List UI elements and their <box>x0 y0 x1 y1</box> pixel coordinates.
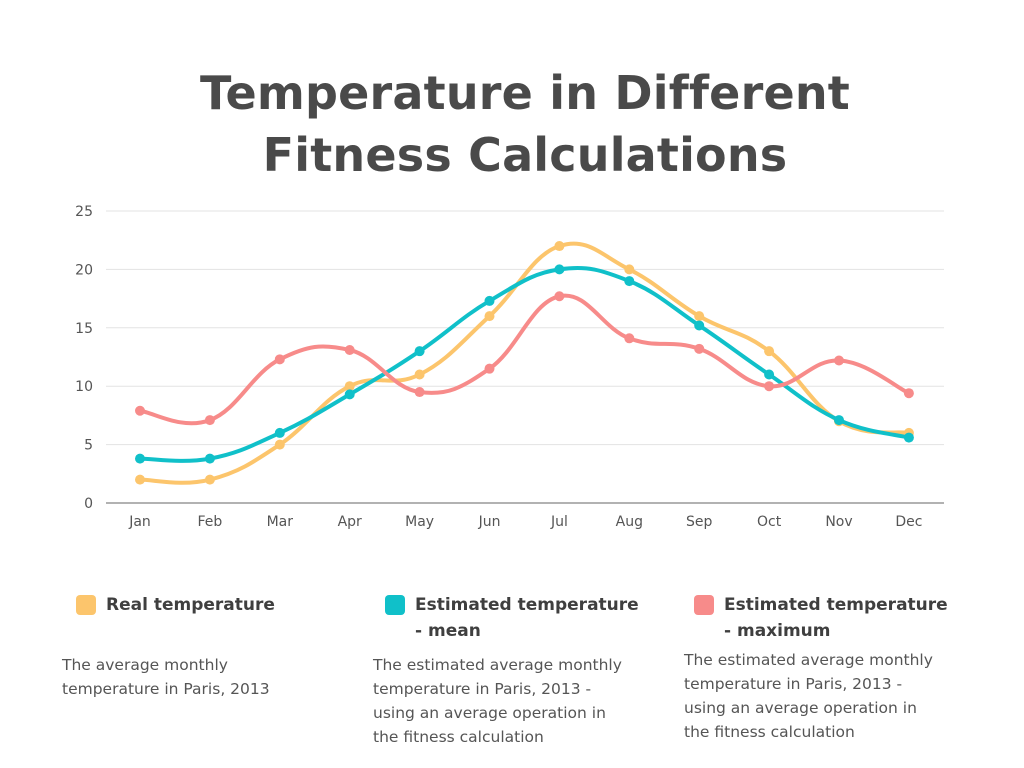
description-line: The estimated average monthly <box>684 651 933 669</box>
legend-label-mean: Estimated temperature - mean <box>415 592 639 644</box>
legend-description-mean: The estimated average monthly temperatur… <box>373 653 663 749</box>
legend-item-real: Real temperature <box>76 592 275 618</box>
data-point-maximum <box>484 363 495 374</box>
x-tick-label: Aug <box>616 514 643 530</box>
x-tick-label: Jun <box>478 514 501 530</box>
y-tick-label: 15 <box>75 321 93 337</box>
legend-label-mean-line-2: - mean <box>415 621 481 641</box>
data-point-mean <box>274 427 285 438</box>
data-point-real <box>135 474 145 485</box>
x-tick-label: Sep <box>686 514 713 530</box>
x-tick-label: Dec <box>895 514 922 530</box>
series-line-maximum <box>138 293 911 426</box>
description-line: The average monthly <box>62 656 228 674</box>
data-point-mean <box>484 295 495 306</box>
x-tick-label: Jul <box>550 514 568 530</box>
x-tick-label: Oct <box>757 514 782 530</box>
data-point-mean <box>764 369 775 380</box>
y-tick-label: 5 <box>84 438 93 454</box>
legend-item-maximum: Estimated temperature - maximum <box>694 592 948 644</box>
data-point-real <box>414 369 425 380</box>
description-line: the fitness calculation <box>684 723 855 741</box>
data-point-maximum <box>694 343 705 354</box>
data-point-mean <box>834 415 844 426</box>
legend-label-maximum-line-1: Estimated temperature <box>724 595 948 615</box>
data-point-real <box>344 381 355 392</box>
x-tick-label: Jan <box>128 514 151 530</box>
legend-label-maximum-line-2: - maximum <box>724 621 831 641</box>
legend-label-mean-line-1: Estimated temperature <box>415 595 639 615</box>
data-point-mean <box>554 264 565 275</box>
description-line: temperature in Paris, 2013 - <box>373 680 592 698</box>
y-tick-label: 25 <box>75 204 93 220</box>
legend-item-mean: Estimated temperature - mean <box>385 592 639 644</box>
legend-label-real-line-1: Real temperature <box>106 595 275 615</box>
x-tick-label: Mar <box>267 514 294 530</box>
data-point-real <box>624 264 635 275</box>
data-point-mean <box>344 389 355 400</box>
chart-title: Temperature in Different Fitness Calcula… <box>0 62 1024 186</box>
data-point-maximum <box>834 355 844 366</box>
y-tick-label: 20 <box>75 262 93 278</box>
data-point-mean <box>204 453 215 464</box>
line-chart: 0 5 10 15 20 25 Jan Feb Mar Apr May Jun Jul Aug Sep Oct… <box>75 204 944 530</box>
data-point-maximum <box>344 344 355 355</box>
description-line: temperature in Paris, 2013 <box>62 680 270 698</box>
data-point-maximum <box>414 387 425 398</box>
legend-label-maximum: Estimated temperature - maximum <box>724 592 948 644</box>
data-point-maximum <box>903 388 914 399</box>
data-point-real <box>484 311 495 322</box>
x-tick-label: Nov <box>825 514 852 530</box>
data-point-mean <box>135 453 145 464</box>
data-point-mean <box>903 432 914 443</box>
legend-description-maximum: The estimated average monthly temperatur… <box>684 648 984 744</box>
chart-title-line-2: Fitness Calculations <box>262 128 788 182</box>
data-point-real <box>274 439 285 450</box>
data-point-maximum <box>624 333 635 344</box>
data-point-real <box>204 474 215 485</box>
x-tick-label: Feb <box>198 514 223 530</box>
data-point-maximum <box>274 354 285 365</box>
data-point-maximum <box>554 291 565 302</box>
legend-swatch-mean <box>385 595 405 615</box>
y-tick-label: 10 <box>75 379 93 395</box>
data-point-maximum <box>135 405 145 416</box>
x-tick-label: Apr <box>338 514 362 530</box>
legend-swatch-maximum <box>694 595 714 615</box>
description-line: using an average operation in <box>684 699 917 717</box>
x-tick-label: May <box>405 514 434 530</box>
legend-label-real: Real temperature <box>106 592 275 618</box>
data-point-real <box>694 311 705 322</box>
legend-swatch-real <box>76 595 96 615</box>
description-line: the fitness calculation <box>373 728 544 746</box>
description-line: temperature in Paris, 2013 - <box>684 675 903 693</box>
chart-title-line-1: Temperature in Different <box>199 66 850 120</box>
legend-description-real: The average monthly temperature in Paris… <box>62 653 352 701</box>
description-line: using an average operation in <box>373 704 606 722</box>
data-point-mean <box>414 346 425 357</box>
series-line-mean <box>138 265 911 463</box>
data-point-real <box>554 241 565 252</box>
data-point-maximum <box>764 381 775 392</box>
y-tick-label: 0 <box>84 496 93 512</box>
data-point-maximum <box>204 415 215 426</box>
data-point-real <box>764 346 775 357</box>
data-point-mean <box>624 276 635 287</box>
description-line: The estimated average monthly <box>373 656 622 674</box>
data-point-mean <box>694 320 705 331</box>
